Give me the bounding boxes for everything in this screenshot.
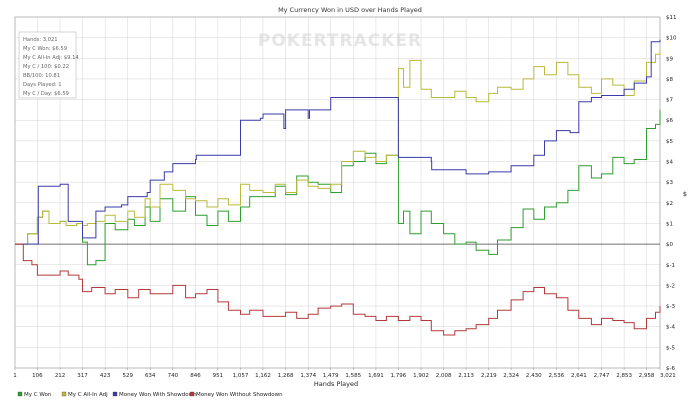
stats-line: Days Played: 1 [23, 82, 62, 88]
y-tick-label: $4 [666, 160, 673, 166]
y-tick-label: $7 [666, 98, 673, 104]
series-lines [15, 39, 661, 336]
y-tick-label: $-2 [666, 283, 675, 289]
stats-line: My C / 100: $0.22 [23, 64, 69, 70]
legend-swatch [61, 391, 67, 397]
x-tick-label: 1,902 [413, 373, 429, 379]
x-tick-label: 846 [190, 373, 201, 379]
legend-swatch [112, 391, 118, 397]
legend-label: My C Won [24, 392, 52, 398]
y-axis-title: $ [683, 190, 687, 198]
y-tick-label: $6 [666, 118, 673, 124]
x-tick-label: 1,691 [368, 373, 384, 379]
y-tick-label: $3 [666, 180, 673, 186]
stats-line: My C / Day: $6.59 [23, 91, 69, 97]
x-tick-label: 529 [123, 373, 134, 379]
x-tick-label: 2,219 [481, 373, 497, 379]
x-tick-label: 317 [77, 373, 88, 379]
legend-label: Money Won Without Showdown [196, 392, 283, 398]
stats-line: My C Won: $6.59 [23, 46, 67, 52]
series-line-2 [15, 50, 661, 245]
x-tick-label: 1,479 [323, 373, 339, 379]
x-tick-label: 1,796 [390, 373, 406, 379]
y-tick-label: $-3 [666, 304, 675, 310]
x-tick-label: 2,008 [436, 373, 452, 379]
y-tick-label: $8 [666, 77, 673, 83]
y-axis-ticks: $11 $10 $9 $8 $7 $6 $5 $4 $3 $2 $1 $0 $-1 $-2 $-3 $-4 $-… [666, 15, 677, 372]
y-tick-label: $10 [666, 36, 677, 42]
stats-line: Hands: 3,021 [23, 37, 58, 43]
x-tick-label: 2,747 [594, 373, 610, 379]
y-tick-label: $-4 [666, 325, 675, 331]
chart-title: My Currency Won in USD over Hands Played [278, 6, 422, 14]
legend-swatch [17, 391, 23, 397]
x-tick-label: 634 [145, 373, 156, 379]
x-axis-ticks: 1 106 212 317 423 529 634 740 846 951 1,057 1,162 1,… [13, 368, 676, 379]
y-tick-label: $5 [666, 139, 673, 145]
stats-line: BB/100: 10.81 [23, 73, 60, 79]
legend-swatch [189, 391, 195, 397]
series-line-1 [15, 109, 661, 266]
y-tick-label: $1 [666, 221, 673, 227]
series-line-3 [15, 39, 661, 245]
x-tick-label: 2,430 [526, 373, 542, 379]
legend: My C Won My C All-In Adj Money Won With Sh… [17, 391, 283, 398]
watermark-logo: POKERTRACKER [258, 31, 422, 51]
y-tick-label: $11 [666, 15, 677, 21]
x-tick-label: 1 [13, 373, 17, 379]
stats-box: Hands: 3,021 My C Won: $6.59 My C All-In A… [18, 31, 79, 99]
x-tick-label: 1,374 [300, 373, 316, 379]
x-tick-label: 1,057 [233, 373, 249, 379]
x-axis-title: Hands Played [314, 380, 358, 388]
x-tick-label: 2,853 [616, 373, 632, 379]
x-tick-label: 423 [100, 373, 111, 379]
x-tick-label: 212 [55, 373, 66, 379]
y-tick-label: $-6 [666, 366, 675, 372]
y-tick-label: $0 [666, 242, 673, 248]
stats-line: My C All-In Adj: $9.14 [23, 55, 79, 61]
x-tick-label: 2,641 [571, 373, 587, 379]
x-tick-label: 106 [32, 373, 43, 379]
legend-label: Money Won With Showdown [119, 392, 197, 398]
x-tick-label: 1,585 [345, 373, 361, 379]
x-tick-label: 2,958 [639, 373, 655, 379]
plot-frame [14, 16, 661, 369]
legend-label: My C All-In Adj [68, 392, 108, 398]
y-tick-label: $2 [666, 201, 673, 207]
series-line-4 [15, 243, 661, 336]
x-tick-label: 2,536 [549, 373, 565, 379]
x-tick-label: 1,268 [278, 373, 294, 379]
x-tick-label: 1,162 [255, 373, 271, 379]
y-tick-label: $9 [666, 56, 673, 62]
x-tick-label: 740 [168, 373, 179, 379]
x-tick-label: 2,113 [458, 373, 474, 379]
stats-box-frame [18, 31, 77, 99]
x-tick-label: 2,324 [503, 373, 519, 379]
y-tick-label: $-1 [666, 263, 675, 269]
x-tick-label: 3,021 [660, 373, 676, 379]
x-tick-label: 951 [213, 373, 224, 379]
y-tick-label: $-5 [666, 345, 675, 351]
